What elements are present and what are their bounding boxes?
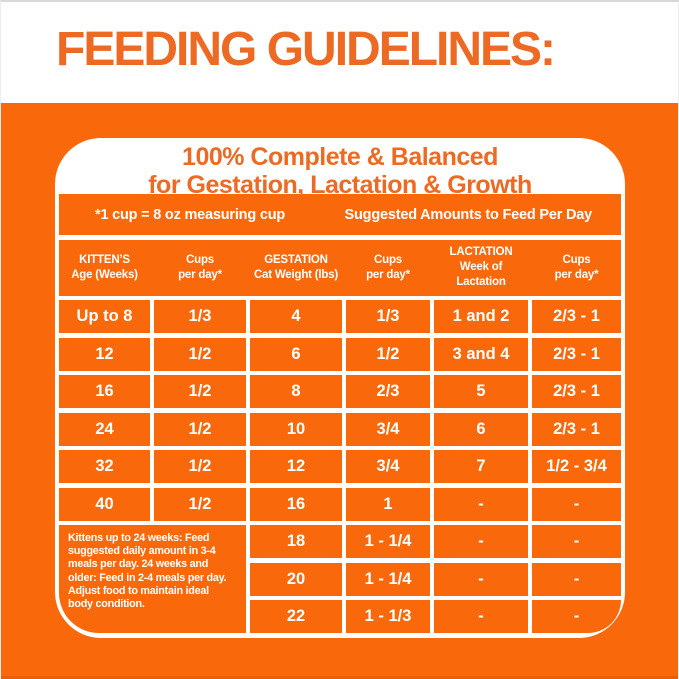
column-header-gestation-weight: GESTATION Cat Weight (lbs) [253, 253, 339, 281]
table-cell: 3/4 [346, 412, 430, 446]
table-cell: 3 and 4 [434, 337, 528, 371]
table-cell: 12 [250, 450, 342, 483]
table-cell: 1/2 [154, 450, 246, 483]
table-cell: - [532, 562, 621, 596]
table-cell: - [434, 600, 528, 633]
table-cell: 1 - 1/4 [346, 525, 430, 558]
table-cell: - [434, 487, 528, 521]
table-cell: 24 [59, 412, 150, 446]
table-cell: 1 - 1/3 [346, 600, 430, 633]
table-cell: 1/2 [346, 337, 430, 371]
table-cell: 1/3 [154, 300, 246, 333]
column-header-kitten-age: KITTEN’S Age (Weeks) [71, 253, 138, 281]
suggested-amounts-label: Suggested Amounts to Feed Per Day [344, 206, 593, 223]
table-cell: 1 and 2 [434, 300, 528, 333]
column-header-lactation-week: LACTATION Week of Lactation [449, 246, 513, 288]
table-cell: 8 [250, 375, 342, 408]
table-cell: 1/2 [154, 412, 246, 446]
table-cell: 1/2 [154, 375, 246, 408]
table-cell: 5 [434, 375, 528, 408]
cup-measure-note: *1 cup = 8 oz measuring cup [95, 206, 286, 223]
feeding-table: Up to 8 1/3 4 1/3 1 and 2 2/3 - 1 12 1/2… [59, 300, 621, 633]
table-cell: 4 [250, 300, 342, 333]
table-cell: 1/3 [346, 300, 430, 333]
table-cell: 32 [59, 450, 150, 483]
measure-note-bar: *1 cup = 8 oz measuring cup Suggested Am… [59, 194, 621, 235]
table-cell: 12 [59, 337, 150, 371]
guidelines-card: 100% Complete & Balanced for Gestation, … [55, 138, 625, 638]
page-title: FEEDING GUIDELINES: [56, 23, 556, 76]
table-cell: 3/4 [346, 450, 430, 483]
table-cell: 18 [250, 525, 342, 558]
column-header-lactation-cups: Cups per day* [554, 253, 599, 281]
table-cell: 7 [434, 450, 528, 483]
column-header-kitten-cups: Cups per day* [178, 253, 222, 281]
card-title: 100% Complete & Balanced for Gestation, … [59, 138, 621, 198]
table-cell: 2/3 - 1 [532, 300, 621, 333]
table-cell: 16 [250, 487, 342, 521]
table-cell: - [532, 487, 621, 521]
table-cell: - [532, 525, 621, 558]
table-cell: 1/2 [154, 487, 246, 521]
top-header: FEEDING GUIDELINES: [0, 0, 679, 103]
table-cell: 10 [250, 412, 342, 446]
table-cell: Up to 8 [59, 300, 150, 333]
table-header-row: KITTEN’S Age (Weeks) Cups per day* GESTA… [59, 239, 621, 296]
card-title-line2: for Gestation, Lactation & Growth [148, 170, 532, 199]
table-cell: 6 [434, 412, 528, 446]
bottom-edge-shade [0, 676, 679, 679]
table-cell: 1 [346, 487, 430, 521]
table-cell: 16 [59, 375, 150, 408]
column-header-gestation-cups: Cups per day* [366, 253, 410, 281]
table-cell: 22 [250, 600, 342, 633]
table-cell: 1/2 - 3/4 [532, 450, 621, 483]
table-cell: 1/2 [154, 337, 246, 371]
table-cell: - [532, 600, 621, 633]
table-cell: 20 [250, 562, 342, 596]
card-title-line1: 100% Complete & Balanced [182, 143, 498, 171]
table-cell: - [434, 562, 528, 596]
table-cell: 2/3 - 1 [532, 412, 621, 446]
table-cell: 40 [59, 487, 150, 521]
table-cell: - [434, 525, 528, 558]
table-cell: 2/3 [346, 375, 430, 408]
orange-panel: 100% Complete & Balanced for Gestation, … [0, 103, 679, 679]
table-cell: 2/3 - 1 [532, 337, 621, 371]
table-cell: 6 [250, 337, 342, 371]
table-cell: 1 - 1/4 [346, 562, 430, 596]
table-cell: 2/3 - 1 [532, 375, 621, 408]
feeding-note: Kittens up to 24 weeks: Feed suggested d… [59, 525, 246, 633]
